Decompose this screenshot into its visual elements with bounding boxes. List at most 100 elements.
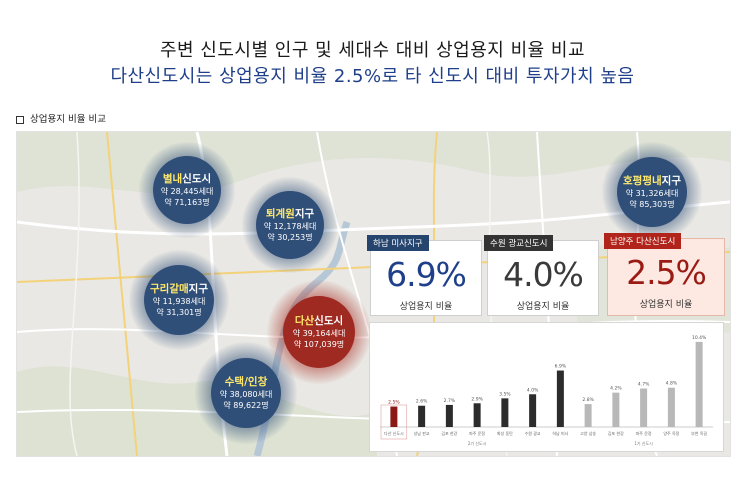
category-label: 김포 한강 (608, 430, 624, 436)
bar-value-label: 2.8% (582, 397, 594, 403)
bubble-core: 수택/인창 약 38,080세대 약 89,622명 (211, 358, 281, 428)
bubble-name: 구리갈매지구 (150, 283, 208, 296)
bubble-name: 퇴계원지구 (266, 208, 314, 221)
bar-5 (529, 394, 537, 427)
bubble-core: 다산신도시 약 39,164세대 약 107,039명 (283, 296, 355, 368)
bubble-sutaek[interactable]: 수택/인창 약 38,080세대 약 89,622명 (195, 342, 297, 444)
bubble-households: 약 11,938세대 (152, 296, 206, 306)
bar-value-label: 4.0% (527, 387, 539, 393)
page-subtitle: 다산신도시는 상업용지 비율 2.5%로 타 신도시 대비 투자가치 높음 (110, 66, 635, 87)
bubble-name-rest: 지구 (661, 174, 681, 187)
bar-6 (556, 370, 564, 427)
bubble-name-highlight: 호평평내 (623, 174, 662, 187)
category-label: 수원 광교 (525, 430, 541, 436)
bubble-core: 호평평내지구 약 31,326세대 약 85,303명 (617, 157, 687, 227)
bubble-name-highlight: 다산 (294, 314, 315, 327)
bubble-name-highlight: 구리갈매 (150, 282, 189, 295)
bubble-byeollae[interactable]: 별내신도시 약 28,445세대 약 71,163명 (139, 142, 235, 238)
category-label: 김포 한강 (441, 430, 457, 436)
card-value: 6.9% (386, 255, 467, 294)
bar-chart-svg: 2.5% 다산 신도시 2.6% 성남 판교 2.7% 김포 한강 2.9% 파주 운정 3.5… (380, 335, 713, 446)
group-label: 2기 신도시 (468, 440, 487, 446)
card-tag: 수원 광교신도시 (484, 235, 554, 251)
bar-value-label: 4.2% (610, 386, 622, 392)
category-label: 하남 미사 (552, 430, 568, 436)
group-label: 1기 신도시 (634, 440, 653, 446)
bubble-guri[interactable]: 구리갈매지구 약 11,938세대 약 31,301명 (129, 250, 229, 350)
bar-9 (640, 388, 648, 427)
bubble-name-rest: 지구 (294, 207, 315, 220)
bar-8 (612, 392, 620, 427)
card-label: 상업용지 비율 (639, 300, 693, 310)
bubble-core: 구리갈매지구 약 11,938세대 약 31,301명 (144, 265, 214, 335)
bubble-population: 약 31,301명 (156, 307, 202, 317)
bubble-name-highlight: 퇴계원 (265, 207, 295, 220)
category-label: 고양 삼송 (580, 430, 596, 436)
bubble-name-highlight: 별내 (162, 172, 183, 185)
card-hanam[interactable]: 하남 미사지구 6.9% 상업용지 비율 (367, 235, 482, 316)
category-label: 파주 운정 (469, 430, 485, 436)
section-label: 상업용지 비율 비교 (30, 114, 106, 125)
card-tag: 남양주 다산신도시 (604, 233, 682, 249)
bubble-toegyewon[interactable]: 퇴계원지구 약 12,178세대 약 30,253명 (242, 177, 338, 273)
card-label: 상업용지 비율 (399, 302, 453, 312)
comparison-chart: 2.5% 다산 신도시 2.6% 성남 판교 2.7% 김포 한강 2.9% 파주 운정 3.5… (369, 322, 724, 452)
bubble-households: 약 39,164세대 (292, 328, 346, 338)
square-bullet-icon (16, 115, 24, 124)
bubble-population: 약 89,622명 (223, 400, 269, 410)
bubble-population: 약 71,163명 (164, 197, 210, 207)
bar-value-label: 2.9% (471, 396, 483, 402)
bubble-core: 별내신도시 약 28,445세대 약 71,163명 (153, 156, 221, 224)
section-header: 상업용지 비율 비교 (16, 111, 106, 125)
category-label: 다산 신도시 (384, 430, 404, 436)
page-title: 주변 신도시별 인구 및 세대수 대비 상업용지 비율 비교 (159, 40, 586, 61)
bar-4 (501, 398, 509, 427)
bubble-name-rest: 지구 (188, 282, 208, 295)
bubble-name: 별내신도시 (163, 173, 211, 186)
bar-value-label: 2.7% (444, 398, 456, 404)
bubble-households: 약 12,178세대 (263, 221, 317, 231)
bubble-name: 호평평내지구 (623, 175, 681, 188)
bar-value-label: 2.5% (388, 400, 400, 406)
category-label: 양주 옥정 (663, 430, 679, 436)
bar-value-label: 6.9% (555, 364, 567, 370)
bubble-households: 약 38,080세대 (219, 389, 273, 399)
card-value: 4.0% (503, 255, 584, 294)
bar-value-label: 4.7% (638, 382, 650, 388)
bubble-hopyeong[interactable]: 호평평내지구 약 31,326세대 약 85,303명 (602, 142, 702, 242)
bubble-name-highlight: 수택/인창 (224, 375, 268, 388)
card-tag: 하남 미사지구 (367, 235, 429, 251)
card-label: 상업용지 비율 (516, 302, 570, 312)
bar-2 (445, 404, 453, 427)
bubble-population: 약 107,039명 (293, 339, 345, 349)
bubble-name-rest: 신도시 (314, 314, 344, 327)
category-label: 파주 운정 (636, 430, 652, 436)
bar-11 (695, 341, 703, 427)
bubble-dasan[interactable]: 다산신도시 약 39,164세대 약 107,039명 (267, 280, 371, 384)
bar-value-label: 10.4% (692, 335, 707, 341)
bar-value-label: 4.8% (666, 381, 678, 387)
bubble-population: 약 30,253명 (267, 232, 313, 242)
bubble-core: 퇴계원지구 약 12,178세대 약 30,253명 (256, 191, 324, 259)
card-suwon[interactable]: 수원 광교신도시 4.0% 상업용지 비율 (484, 235, 599, 316)
bar-3 (473, 403, 481, 427)
card-value: 2.5% (626, 253, 707, 292)
bubble-name-rest: 신도시 (182, 172, 212, 185)
category-label: 성남 판교 (414, 430, 430, 436)
bubble-households: 약 31,326세대 (625, 188, 679, 198)
bar-value-label: 2.6% (416, 399, 428, 405)
bubble-population: 약 85,303명 (629, 199, 675, 209)
bubble-name: 다산신도시 (295, 315, 343, 328)
bar-1 (418, 405, 426, 427)
bubble-name: 수택/인창 (225, 376, 267, 389)
bar-value-label: 3.5% (499, 391, 511, 397)
card-namyangju[interactable]: 남양주 다산신도시 2.5% 상업용지 비율 (604, 233, 725, 316)
bar-10 (667, 387, 675, 427)
category-label: 화성 동탄 (497, 430, 513, 436)
map-panel[interactable]: 별내신도시 약 28,445세대 약 71,163명 퇴계원지구 약 12,17… (16, 131, 731, 457)
highlight-box (380, 404, 408, 440)
bubble-households: 약 28,445세대 (160, 186, 214, 196)
bar-7 (584, 404, 592, 427)
category-label: 부천 옥길 (691, 430, 707, 436)
bar-0 (390, 406, 398, 427)
